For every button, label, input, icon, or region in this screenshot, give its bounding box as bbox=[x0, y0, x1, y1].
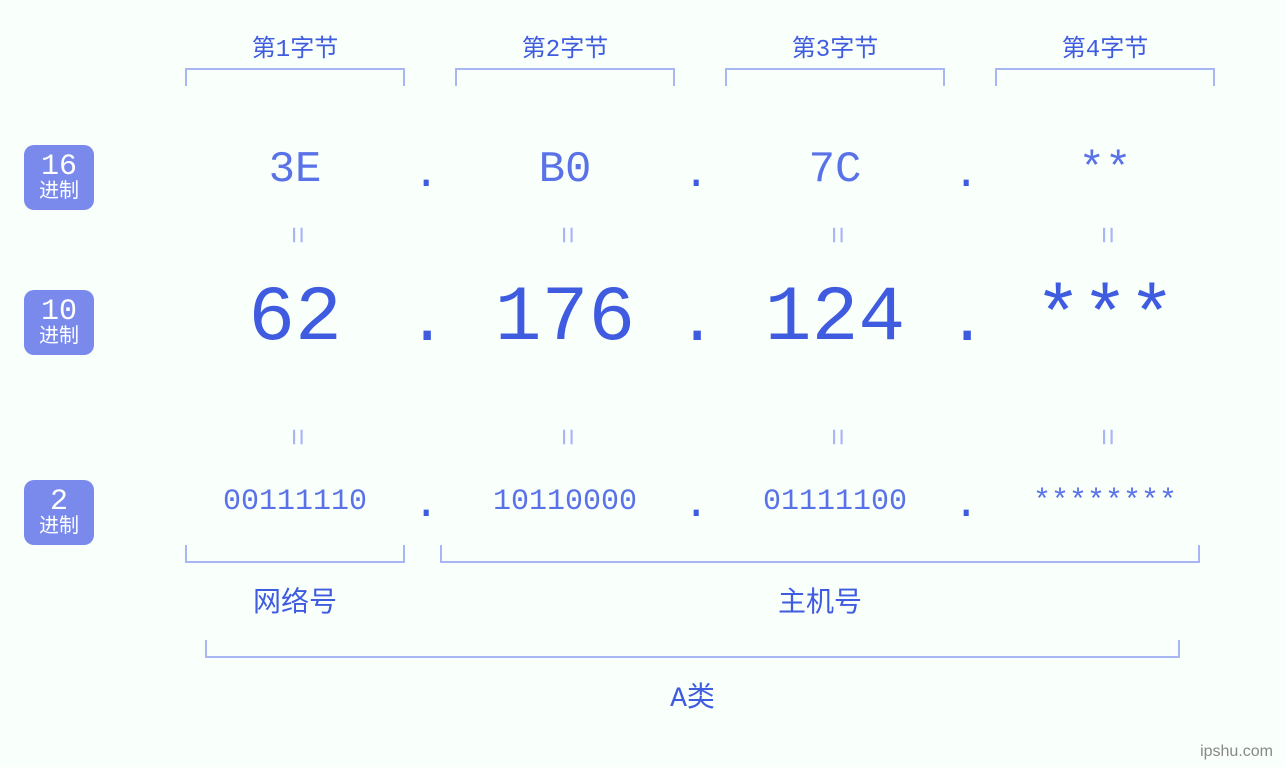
byte-label-2: 第2字节 bbox=[455, 28, 675, 64]
bin-dot-2: . bbox=[683, 480, 703, 530]
hex-4: ** bbox=[995, 145, 1215, 195]
dec-4: *** bbox=[995, 275, 1215, 363]
host-bracket bbox=[440, 545, 1200, 563]
top-bracket-3 bbox=[725, 68, 945, 86]
dec-badge-unit: 进制 bbox=[39, 327, 79, 349]
dec-dot-2: . bbox=[678, 288, 698, 360]
dec-1: 62 bbox=[185, 275, 405, 363]
dec-badge: 10 进制 bbox=[24, 290, 94, 355]
bin-badge-num: 2 bbox=[50, 486, 68, 519]
eq-1-4: = bbox=[1088, 215, 1122, 255]
bin-dot-1: . bbox=[413, 480, 433, 530]
byte-label-1: 第1字节 bbox=[185, 28, 405, 64]
top-bracket-2 bbox=[455, 68, 675, 86]
bin-badge-unit: 进制 bbox=[39, 517, 79, 539]
eq-1-2: = bbox=[548, 215, 582, 255]
bin-2: 10110000 bbox=[435, 485, 695, 519]
hex-1: 3E bbox=[185, 145, 405, 195]
eq-1-3: = bbox=[818, 215, 852, 255]
top-bracket-4 bbox=[995, 68, 1215, 86]
eq-2-3: = bbox=[818, 417, 852, 457]
hex-badge: 16 进制 bbox=[24, 145, 94, 210]
eq-1-1: = bbox=[278, 215, 312, 255]
bin-dot-3: . bbox=[953, 480, 973, 530]
bin-3: 01111100 bbox=[705, 485, 965, 519]
hex-2: B0 bbox=[455, 145, 675, 195]
hex-badge-unit: 进制 bbox=[39, 182, 79, 204]
watermark: ipshu.com bbox=[1200, 743, 1273, 761]
dec-dot-3: . bbox=[948, 288, 968, 360]
byte-label-4: 第4字节 bbox=[995, 28, 1215, 64]
dec-badge-num: 10 bbox=[41, 296, 77, 329]
eq-2-2: = bbox=[548, 417, 582, 457]
class-label: A类 bbox=[205, 675, 1180, 715]
bin-1: 00111110 bbox=[165, 485, 425, 519]
byte-label-3: 第3字节 bbox=[725, 28, 945, 64]
bin-4: ******** bbox=[975, 485, 1235, 519]
dec-dot-1: . bbox=[408, 288, 428, 360]
hex-dot-1: . bbox=[413, 150, 433, 200]
bin-badge: 2 进制 bbox=[24, 480, 94, 545]
class-bracket bbox=[205, 640, 1180, 658]
top-bracket-1 bbox=[185, 68, 405, 86]
eq-2-1: = bbox=[278, 417, 312, 457]
hex-dot-3: . bbox=[953, 150, 973, 200]
network-bracket bbox=[185, 545, 405, 563]
network-label: 网络号 bbox=[185, 580, 405, 620]
hex-dot-2: . bbox=[683, 150, 703, 200]
hex-3: 7C bbox=[725, 145, 945, 195]
hex-badge-num: 16 bbox=[41, 151, 77, 184]
host-label: 主机号 bbox=[440, 580, 1200, 620]
dec-3: 124 bbox=[725, 275, 945, 363]
eq-2-4: = bbox=[1088, 417, 1122, 457]
dec-2: 176 bbox=[455, 275, 675, 363]
